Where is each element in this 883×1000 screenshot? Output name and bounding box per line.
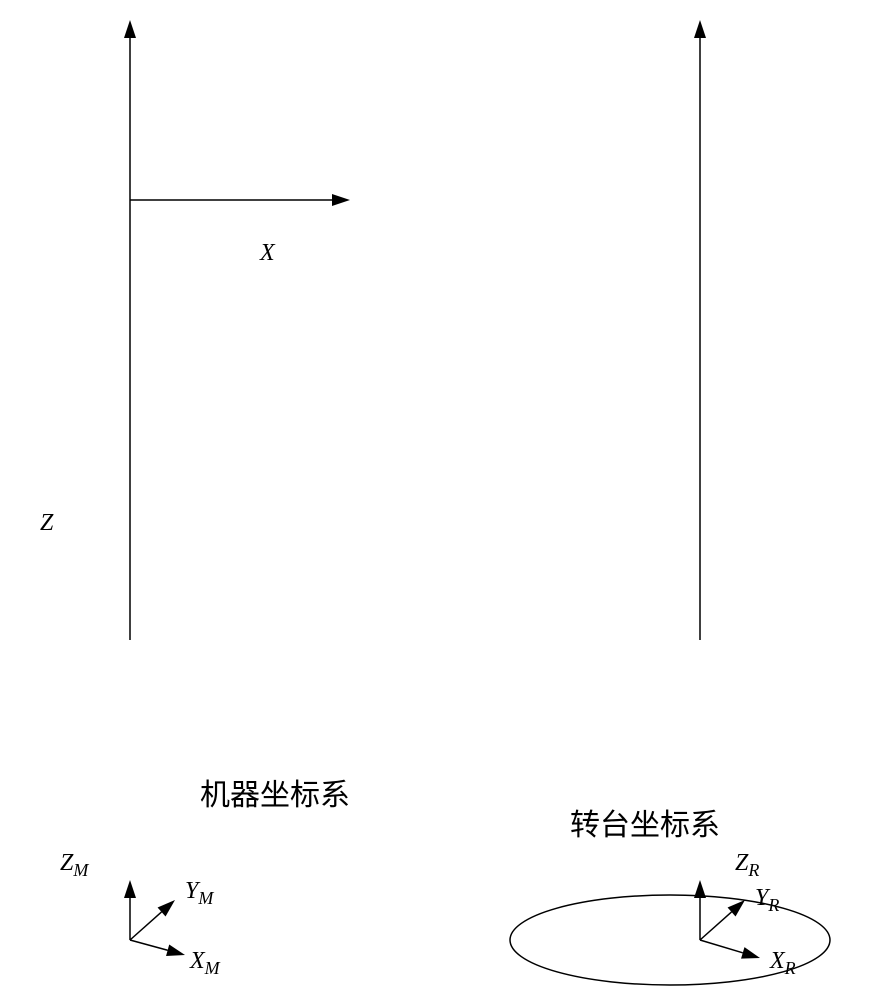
right-caption: 转台坐标系: [570, 800, 720, 844]
right-mini-x-label: XR: [770, 948, 796, 979]
right-mini-y-label: YR: [755, 885, 779, 916]
left-mini-y-label: YM: [185, 878, 213, 909]
left-z-label: Z: [40, 510, 53, 537]
right-mini-z-label: ZR: [735, 850, 759, 881]
left-mini-x-label: XM: [190, 948, 220, 979]
left-mini-z-label: ZM: [60, 850, 88, 881]
left-caption: 机器坐标系: [200, 770, 350, 814]
left-x-label: X: [260, 240, 275, 267]
